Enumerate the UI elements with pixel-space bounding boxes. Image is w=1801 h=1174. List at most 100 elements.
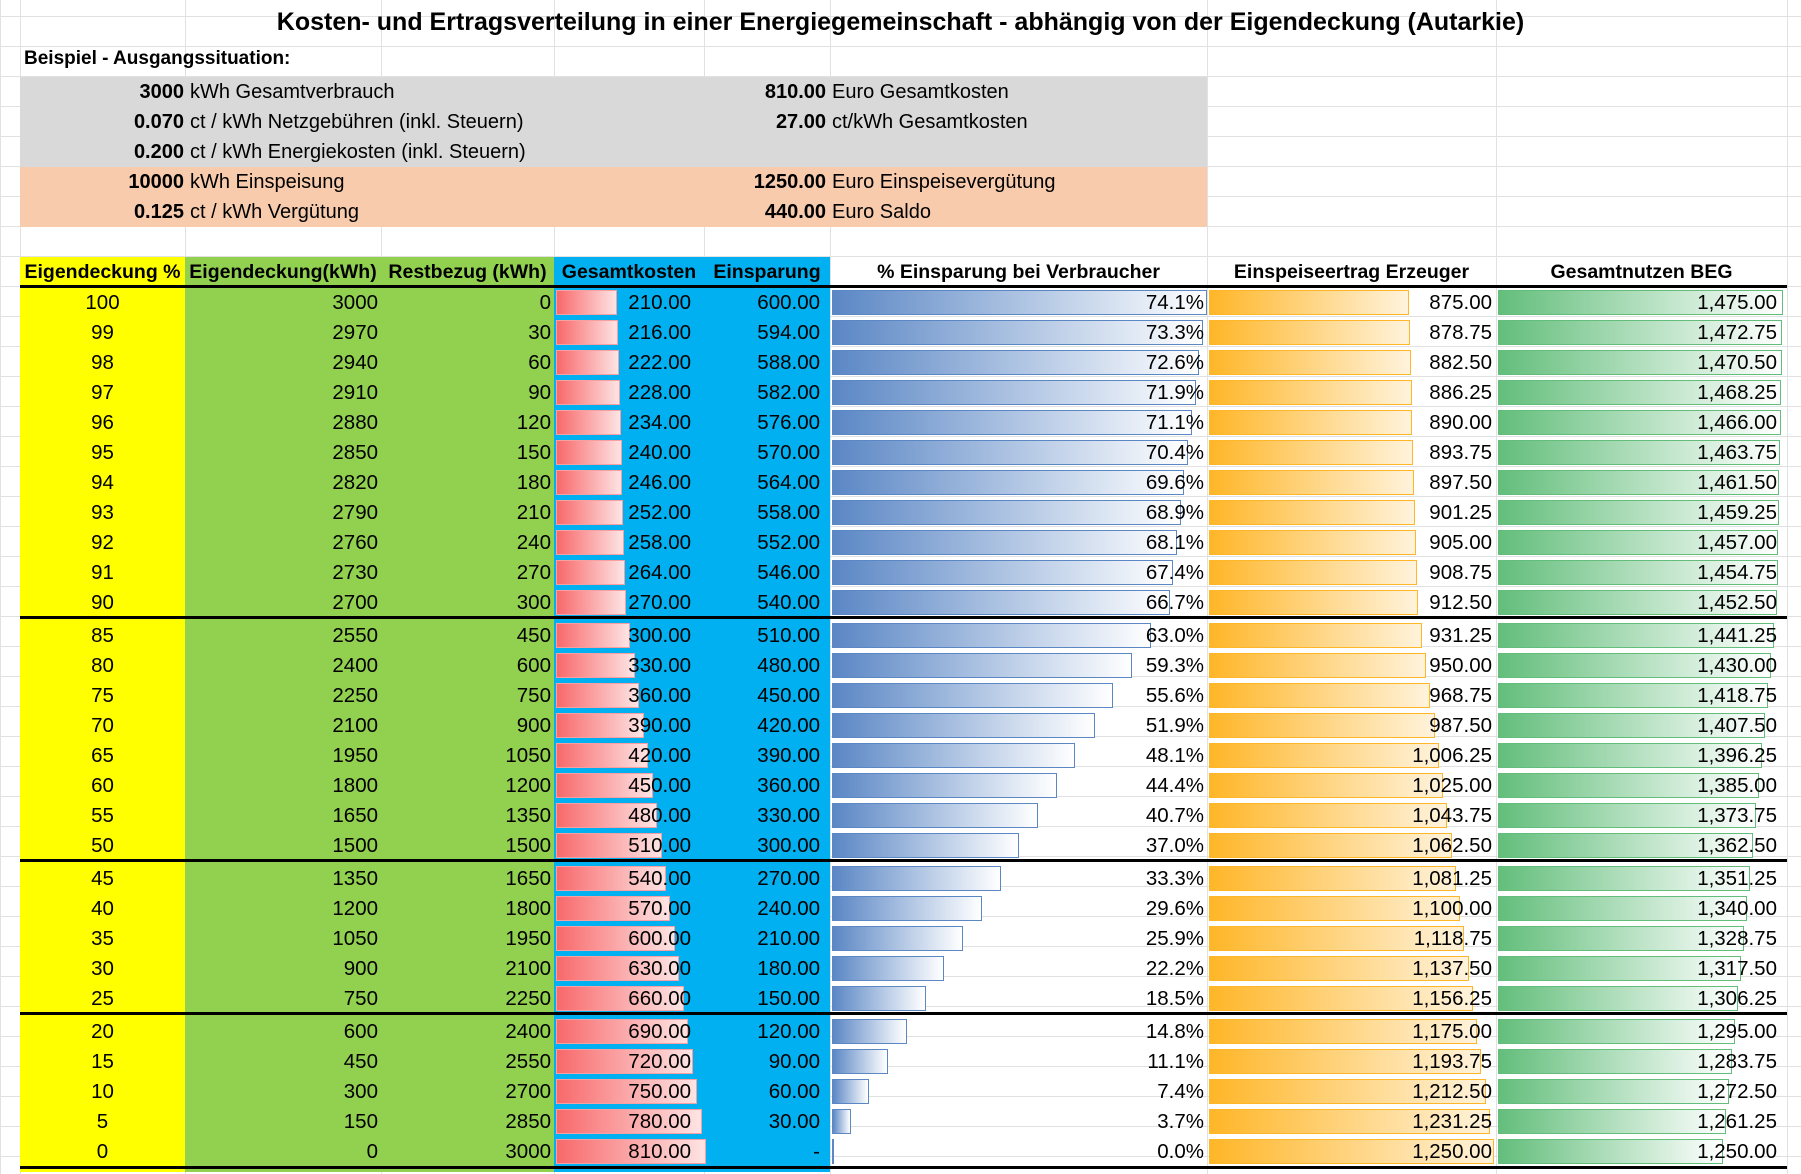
cell-eigendeckung-pct[interactable]: 5 bbox=[96, 1110, 109, 1133]
cell-restbezug[interactable]: 210 bbox=[516, 501, 551, 524]
cell-restbezug[interactable]: 1650 bbox=[505, 867, 551, 890]
cell-einsparung[interactable]: 300.00 bbox=[757, 834, 820, 857]
cell-gesamtnutzen[interactable]: 1,295.00 bbox=[1697, 1020, 1777, 1043]
cell-eigendeckung-kwh[interactable]: 300 bbox=[343, 1080, 378, 1103]
cell-einspeiseertrag[interactable]: 987.50 bbox=[1429, 714, 1492, 737]
cell-restbezug[interactable]: 2400 bbox=[505, 1020, 551, 1043]
cell-gesamtnutzen[interactable]: 1,328.75 bbox=[1697, 927, 1777, 950]
cell-einsparung[interactable]: 390.00 bbox=[757, 744, 820, 767]
cell-eigendeckung-kwh[interactable]: 2970 bbox=[332, 321, 378, 344]
cell-gesamtnutzen[interactable]: 1,459.25 bbox=[1697, 501, 1777, 524]
cell-pct-einsparung[interactable]: 68.9% bbox=[1145, 501, 1204, 524]
cell-eigendeckung-pct[interactable]: 40 bbox=[91, 897, 114, 920]
cell-restbezug[interactable]: 2100 bbox=[505, 957, 551, 980]
cell-gesamtkosten[interactable]: 252.00 bbox=[628, 501, 691, 524]
cell-gesamtnutzen[interactable]: 1,461.50 bbox=[1697, 471, 1777, 494]
cell-eigendeckung-kwh[interactable]: 2790 bbox=[332, 501, 378, 524]
cell-eigendeckung-kwh[interactable]: 2760 bbox=[332, 531, 378, 554]
info-left-value[interactable]: 3000 bbox=[139, 81, 185, 103]
cell-eigendeckung-pct[interactable]: 91 bbox=[91, 561, 114, 584]
header-eigendeckung-kwh[interactable]: Eigendeckung(kWh) bbox=[185, 257, 381, 287]
cell-pct-einsparung[interactable]: 25.9% bbox=[1145, 927, 1204, 950]
cell-einspeiseertrag[interactable]: 1,043.75 bbox=[1412, 804, 1492, 827]
cell-pct-einsparung[interactable]: 14.8% bbox=[1145, 1020, 1204, 1043]
cell-eigendeckung-pct[interactable]: 97 bbox=[91, 381, 114, 404]
header-einsparung[interactable]: Einsparung bbox=[704, 257, 830, 287]
cell-einspeiseertrag[interactable]: 890.00 bbox=[1429, 411, 1492, 434]
cell-gesamtkosten[interactable]: 234.00 bbox=[628, 411, 691, 434]
cell-eigendeckung-kwh[interactable]: 1950 bbox=[332, 744, 378, 767]
cell-einsparung[interactable]: 240.00 bbox=[757, 897, 820, 920]
cell-gesamtkosten[interactable]: 480.00 bbox=[628, 804, 691, 827]
cell-einspeiseertrag[interactable]: 1,212.50 bbox=[1412, 1080, 1492, 1103]
info-right-value[interactable]: 1250.00 bbox=[753, 171, 826, 193]
cell-einspeiseertrag[interactable]: 1,250.00 bbox=[1412, 1140, 1492, 1163]
cell-eigendeckung-pct[interactable]: 95 bbox=[91, 441, 114, 464]
cell-pct-einsparung[interactable]: 0.0% bbox=[1157, 1140, 1204, 1163]
cell-einsparung[interactable]: 330.00 bbox=[757, 804, 820, 827]
cell-gesamtkosten[interactable]: 216.00 bbox=[628, 321, 691, 344]
cell-gesamtnutzen[interactable]: 1,457.00 bbox=[1697, 531, 1777, 554]
cell-eigendeckung-kwh[interactable]: 2700 bbox=[332, 591, 378, 614]
cell-einspeiseertrag[interactable]: 1,100.00 bbox=[1412, 897, 1492, 920]
cell-gesamtkosten[interactable]: 258.00 bbox=[628, 531, 691, 554]
cell-eigendeckung-kwh[interactable]: 2850 bbox=[332, 441, 378, 464]
cell-einspeiseertrag[interactable]: 1,175.00 bbox=[1412, 1020, 1492, 1043]
cell-einspeiseertrag[interactable]: 912.50 bbox=[1429, 591, 1492, 614]
cell-einsparung[interactable]: 360.00 bbox=[757, 774, 820, 797]
cell-restbezug[interactable]: 150 bbox=[516, 441, 551, 464]
cell-pct-einsparung[interactable]: 11.1% bbox=[1147, 1050, 1204, 1073]
cell-einspeiseertrag[interactable]: 931.25 bbox=[1429, 624, 1492, 647]
cell-gesamtnutzen[interactable]: 1,470.50 bbox=[1697, 351, 1777, 374]
cell-gesamtnutzen[interactable]: 1,385.00 bbox=[1697, 774, 1777, 797]
cell-einspeiseertrag[interactable]: 1,156.25 bbox=[1412, 987, 1492, 1010]
cell-gesamtkosten[interactable]: 570.00 bbox=[628, 897, 691, 920]
cell-einspeiseertrag[interactable]: 878.75 bbox=[1429, 321, 1492, 344]
cell-restbezug[interactable]: 120 bbox=[516, 411, 551, 434]
cell-eigendeckung-kwh[interactable]: 900 bbox=[343, 957, 378, 980]
cell-eigendeckung-kwh[interactable]: 2940 bbox=[332, 351, 378, 374]
cell-eigendeckung-pct[interactable]: 75 bbox=[91, 684, 114, 707]
cell-eigendeckung-kwh[interactable]: 2820 bbox=[332, 471, 378, 494]
cell-eigendeckung-kwh[interactable]: 1500 bbox=[332, 834, 378, 857]
cell-gesamtnutzen[interactable]: 1,466.00 bbox=[1697, 411, 1777, 434]
cell-einspeiseertrag[interactable]: 875.00 bbox=[1429, 291, 1492, 314]
cell-einsparung[interactable]: 180.00 bbox=[757, 957, 820, 980]
cell-gesamtnutzen[interactable]: 1,250.00 bbox=[1697, 1140, 1777, 1163]
cell-einsparung[interactable]: 270.00 bbox=[757, 867, 820, 890]
cell-restbezug[interactable]: 1200 bbox=[505, 774, 551, 797]
cell-gesamtnutzen[interactable]: 1,373.75 bbox=[1697, 804, 1777, 827]
cell-eigendeckung-pct[interactable]: 55 bbox=[91, 804, 114, 827]
cell-eigendeckung-pct[interactable]: 92 bbox=[91, 531, 114, 554]
cell-einsparung[interactable]: - bbox=[813, 1140, 820, 1163]
cell-pct-einsparung[interactable]: 68.1% bbox=[1145, 531, 1204, 554]
cell-gesamtkosten[interactable]: 246.00 bbox=[628, 471, 691, 494]
cell-restbezug[interactable]: 2700 bbox=[505, 1080, 551, 1103]
cell-einspeiseertrag[interactable]: 950.00 bbox=[1429, 654, 1492, 677]
cell-restbezug[interactable]: 3000 bbox=[505, 1140, 551, 1163]
cell-gesamtkosten[interactable]: 810.00 bbox=[628, 1140, 691, 1163]
cell-einspeiseertrag[interactable]: 1,118.75 bbox=[1413, 927, 1492, 950]
cell-einsparung[interactable]: 510.00 bbox=[757, 624, 820, 647]
cell-eigendeckung-kwh[interactable]: 2730 bbox=[332, 561, 378, 584]
cell-einspeiseertrag[interactable]: 905.00 bbox=[1429, 531, 1492, 554]
cell-einsparung[interactable]: 120.00 bbox=[757, 1020, 820, 1043]
cell-pct-einsparung[interactable]: 18.5% bbox=[1145, 987, 1204, 1010]
cell-einsparung[interactable]: 210.00 bbox=[757, 927, 820, 950]
cell-eigendeckung-pct[interactable]: 60 bbox=[91, 774, 114, 797]
cell-gesamtnutzen[interactable]: 1,472.75 bbox=[1697, 321, 1777, 344]
cell-einsparung[interactable]: 546.00 bbox=[757, 561, 820, 584]
header-restbezug[interactable]: Restbezug (kWh) bbox=[381, 257, 554, 287]
cell-restbezug[interactable]: 2250 bbox=[505, 987, 551, 1010]
cell-gesamtkosten[interactable]: 210.00 bbox=[628, 291, 691, 314]
cell-pct-einsparung[interactable]: 67.4% bbox=[1145, 561, 1204, 584]
cell-eigendeckung-pct[interactable]: 45 bbox=[91, 867, 114, 890]
cell-gesamtkosten[interactable]: 450.00 bbox=[628, 774, 691, 797]
cell-eigendeckung-pct[interactable]: 85 bbox=[91, 624, 114, 647]
cell-eigendeckung-kwh[interactable]: 2100 bbox=[332, 714, 378, 737]
cell-einspeiseertrag[interactable]: 1,231.25 bbox=[1412, 1110, 1492, 1133]
cell-gesamtnutzen[interactable]: 1,362.50 bbox=[1697, 834, 1777, 857]
cell-restbezug[interactable]: 180 bbox=[516, 471, 551, 494]
cell-einsparung[interactable]: 552.00 bbox=[757, 531, 820, 554]
cell-gesamtnutzen[interactable]: 1,396.25 bbox=[1697, 744, 1777, 767]
